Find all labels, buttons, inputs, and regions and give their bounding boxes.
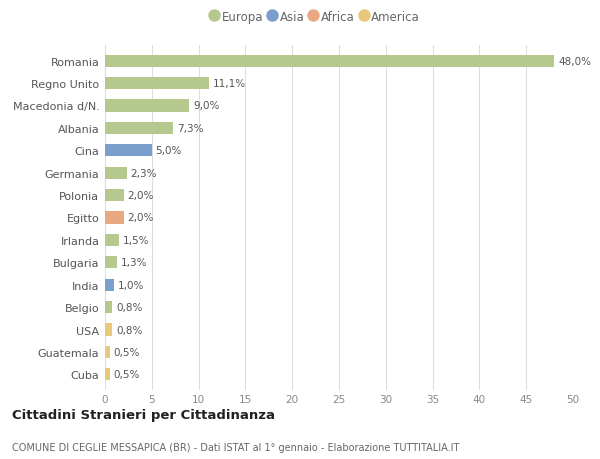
Bar <box>105 100 189 112</box>
Text: 0,8%: 0,8% <box>116 325 143 335</box>
Bar <box>105 257 117 269</box>
Text: 11,1%: 11,1% <box>212 79 246 89</box>
Text: 1,3%: 1,3% <box>121 258 148 268</box>
Text: COMUNE DI CEGLIE MESSAPICA (BR) - Dati ISTAT al 1° gennaio - Elaborazione TUTTIT: COMUNE DI CEGLIE MESSAPICA (BR) - Dati I… <box>12 442 460 452</box>
Text: 5,0%: 5,0% <box>155 146 182 156</box>
Bar <box>105 167 127 179</box>
Bar <box>105 346 110 358</box>
Bar <box>105 324 112 336</box>
Bar <box>105 234 119 246</box>
Text: 1,5%: 1,5% <box>123 235 149 246</box>
Bar <box>105 190 124 202</box>
Bar <box>105 78 209 90</box>
Text: 9,0%: 9,0% <box>193 101 220 111</box>
Text: 0,8%: 0,8% <box>116 302 143 313</box>
Text: 0,5%: 0,5% <box>113 347 140 357</box>
Bar <box>105 301 112 313</box>
Bar <box>105 279 115 291</box>
Text: 0,5%: 0,5% <box>113 369 140 380</box>
Bar <box>105 56 554 67</box>
Legend: Europa, Asia, Africa, America: Europa, Asia, Africa, America <box>208 7 424 27</box>
Bar <box>105 369 110 381</box>
Bar <box>105 212 124 224</box>
Text: 2,0%: 2,0% <box>127 213 154 223</box>
Bar <box>105 145 152 157</box>
Text: 2,3%: 2,3% <box>130 168 157 178</box>
Text: 7,3%: 7,3% <box>177 123 203 134</box>
Text: 2,0%: 2,0% <box>127 190 154 201</box>
Bar <box>105 123 173 135</box>
Text: 48,0%: 48,0% <box>558 56 591 67</box>
Text: Cittadini Stranieri per Cittadinanza: Cittadini Stranieri per Cittadinanza <box>12 408 275 421</box>
Text: 1,0%: 1,0% <box>118 280 145 290</box>
